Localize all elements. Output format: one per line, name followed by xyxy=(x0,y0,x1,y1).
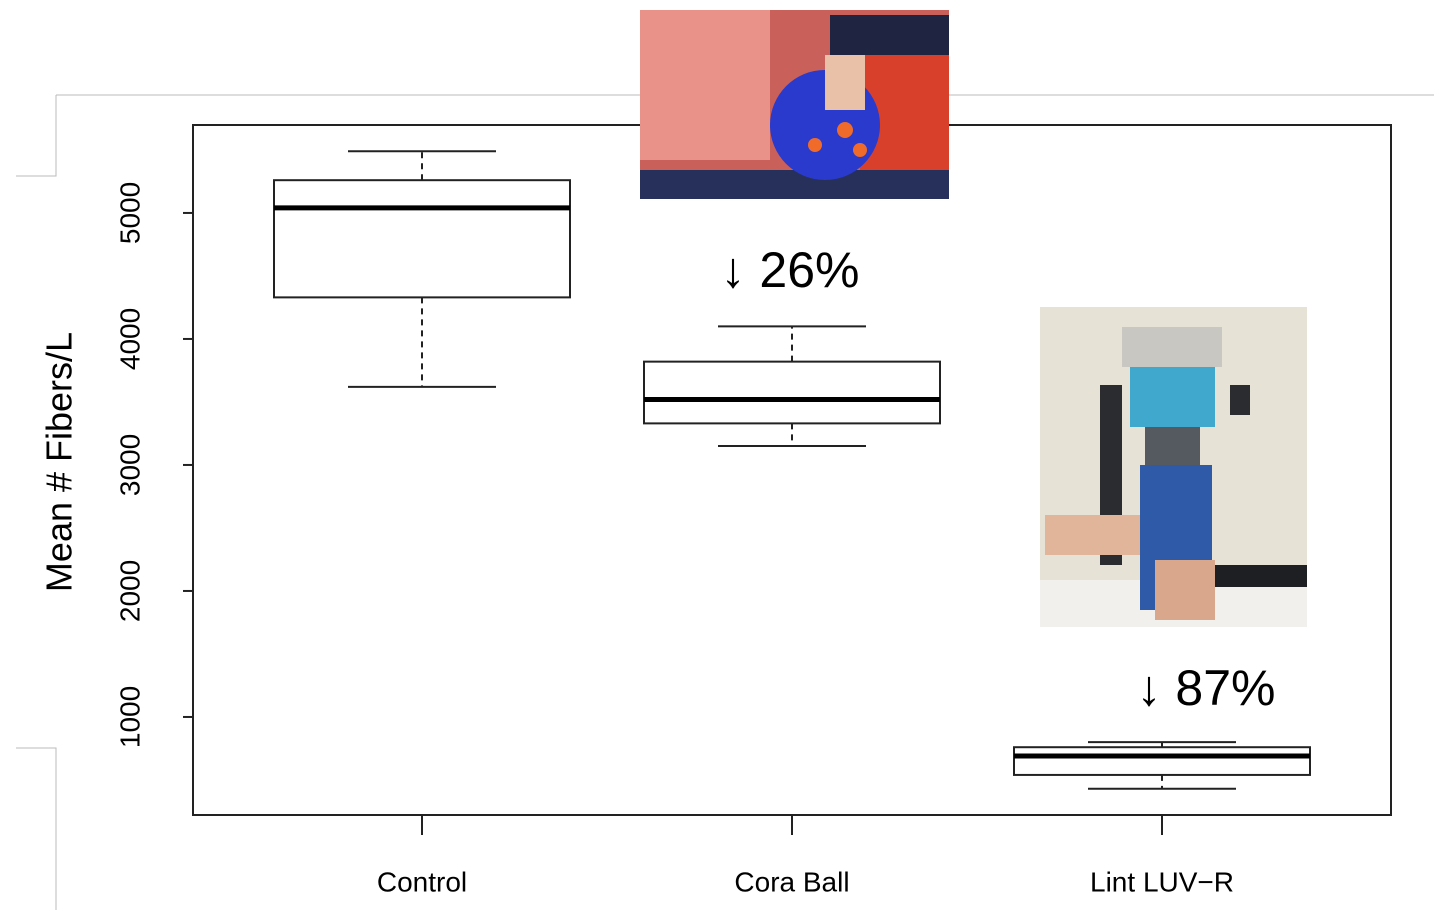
y-tick-label: 5000 xyxy=(114,182,145,244)
y-tick-label: 4000 xyxy=(114,308,145,370)
photo-cora-ball xyxy=(640,10,949,199)
box xyxy=(643,360,941,425)
y-tick-label: 2000 xyxy=(114,560,145,622)
box xyxy=(1013,746,1311,776)
y-axis-label: Mean # Fibers/L xyxy=(39,332,80,592)
annotation: ↓ 87% xyxy=(1137,660,1276,716)
x-tick-label: Control xyxy=(377,866,467,897)
photo-lint-luvr xyxy=(1040,307,1307,627)
box xyxy=(273,179,571,299)
x-tick-label: Cora Ball xyxy=(734,866,849,897)
y-tick-label: 3000 xyxy=(114,434,145,496)
annotation: ↓ 26% xyxy=(721,242,860,298)
x-tick-label: Lint LUV−R xyxy=(1090,866,1234,897)
y-tick-label: 1000 xyxy=(114,686,145,748)
